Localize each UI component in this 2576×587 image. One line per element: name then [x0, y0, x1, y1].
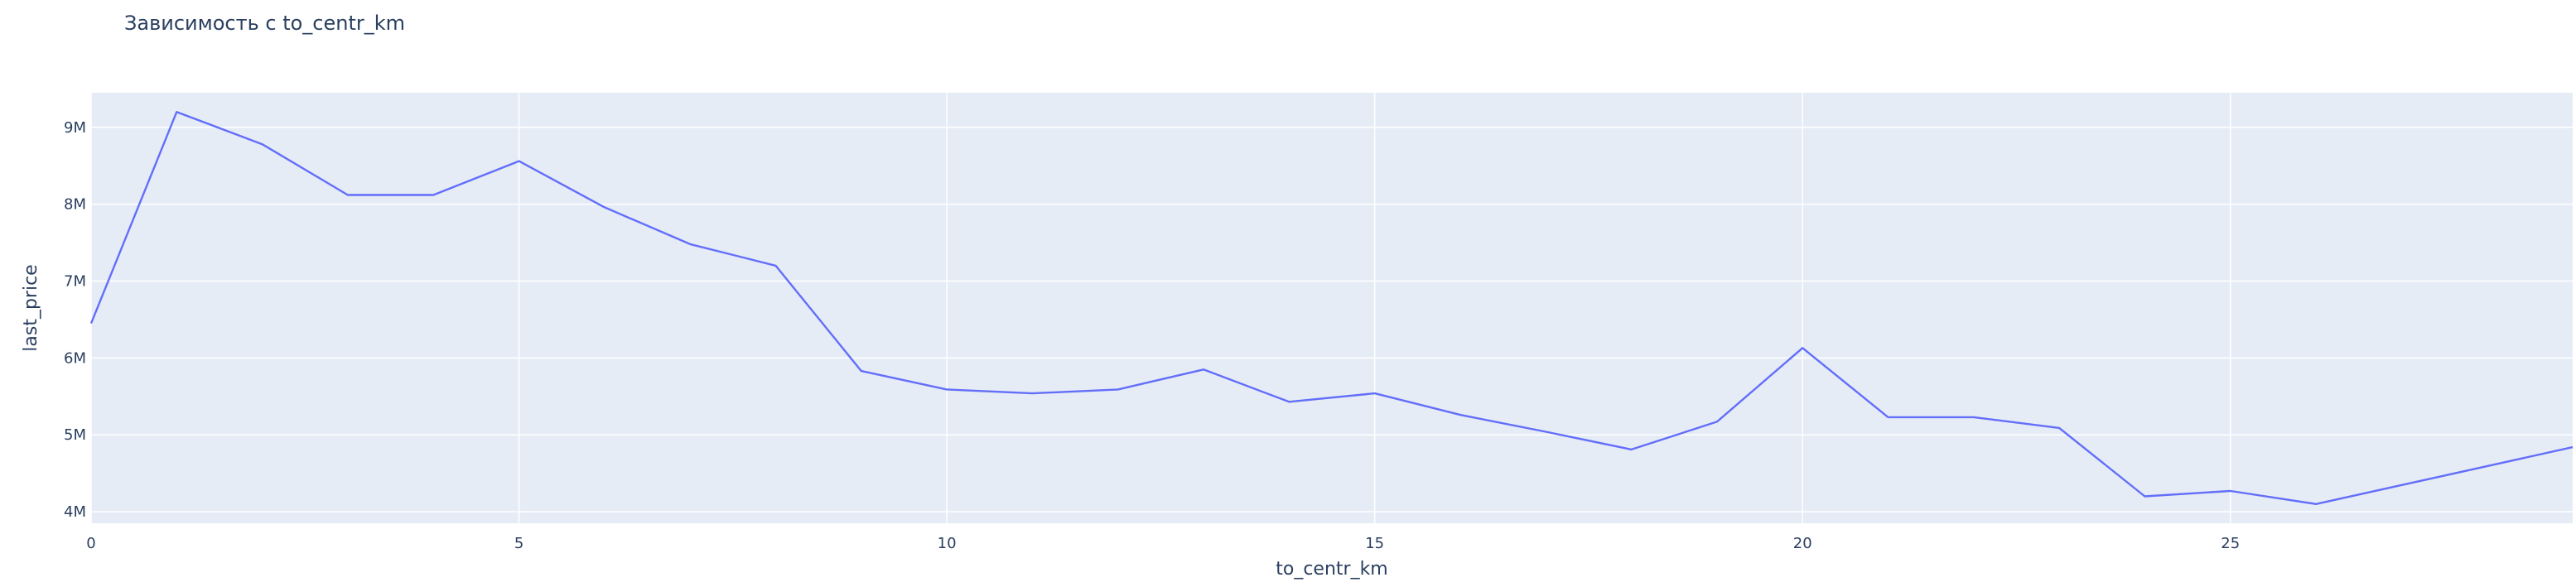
- x-tick-label: 10: [938, 535, 957, 552]
- x-axis-title: to_centr_km: [1276, 559, 1388, 580]
- x-tick-label: 5: [514, 535, 523, 552]
- y-axis-title: last_price: [21, 264, 41, 351]
- y-tick-label: 6M: [64, 349, 86, 367]
- y-tick-label: 5M: [64, 426, 86, 444]
- chart-title: Зависимость с to_centr_km: [124, 12, 405, 35]
- x-tick-label: 0: [86, 535, 95, 552]
- x-tick-label: 20: [1793, 535, 1812, 552]
- y-tick-label: 7M: [64, 273, 86, 291]
- y-tick-label: 8M: [64, 196, 86, 214]
- x-axis-ticks: 0 5 10 15 20 25: [86, 535, 2240, 552]
- grid-lines: [90, 93, 2573, 523]
- y-tick-label: 4M: [64, 503, 86, 521]
- x-tick-label: 15: [1365, 535, 1384, 552]
- y-axis-ticks: 4M 5M 6M 7M 8M 9M: [64, 119, 86, 521]
- plot-area: [91, 93, 2573, 523]
- series-line: [89, 111, 2574, 505]
- x-tick-label: 25: [2221, 535, 2240, 552]
- y-tick-label: 9M: [64, 119, 86, 137]
